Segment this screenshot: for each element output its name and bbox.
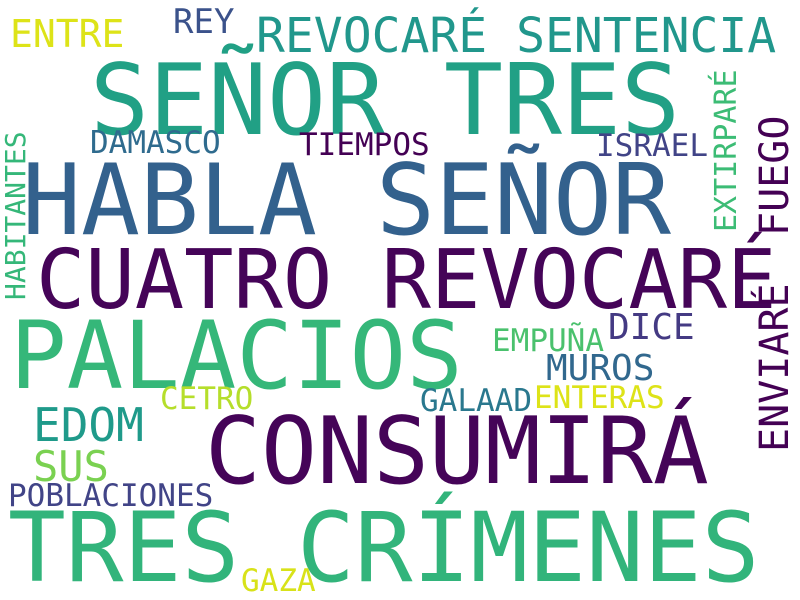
word-consumira: CONSUMIRÁ: [205, 397, 709, 505]
word-empuna: EMPUÑA: [492, 323, 604, 359]
word-tres-crimenes: TRES CRÍMENES: [8, 492, 760, 600]
word-galaad: GALAAD: [420, 383, 532, 419]
word-enteras: ENTERAS: [534, 380, 665, 416]
word-habitantes: HABITANTES: [0, 131, 32, 300]
word-israel: ISRAEL: [596, 128, 708, 164]
word-fuego: FUEGO: [752, 115, 798, 236]
word-habla-senor: HABLA SEÑOR: [22, 144, 672, 258]
word-gaza: GAZA: [241, 563, 316, 599]
word-entre: ENTRE: [10, 12, 125, 56]
word-senor-tres: SEÑOR TRES: [90, 44, 681, 158]
word-poblaciones: POBLACIONES: [8, 478, 214, 514]
word-sus: SUS: [33, 442, 109, 491]
word-edom: EDOM: [33, 398, 144, 452]
word-damasco: DAMASCO: [90, 125, 221, 161]
word-dice: DICE: [608, 307, 695, 348]
word-extirpare: EXTIRPARÉ: [709, 69, 744, 232]
word-revocare-sentencia: REVOCARÉ SENTENCIA: [256, 8, 777, 64]
word-palacios: PALACIOS: [10, 302, 463, 411]
word-muros: MUROS: [546, 348, 655, 389]
word-cetro: CETRO: [160, 381, 254, 417]
word-enviare: ENVIARÉ: [752, 283, 798, 452]
word-cuatro-revocare: CUATRO REVOCARÉ: [36, 233, 777, 328]
word-tiempos: TIEMPOS: [299, 127, 430, 163]
word-rey: REY: [173, 2, 235, 42]
